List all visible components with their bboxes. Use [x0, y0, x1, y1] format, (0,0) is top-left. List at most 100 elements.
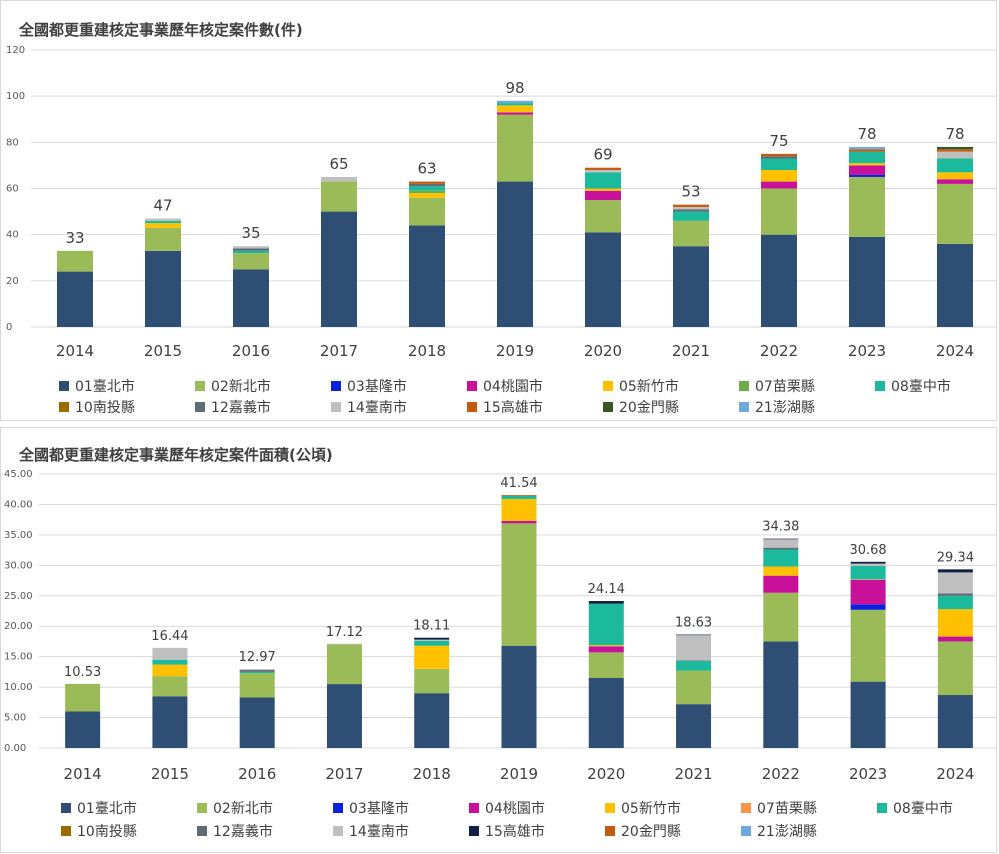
- bar-segment: [145, 223, 181, 228]
- chart-panel-case-count: 全國都更重建核定事業歷年核定案件數(件) 0 20 40 60 80 100 120 33 20…: [0, 0, 997, 421]
- bar-segment: [849, 165, 885, 175]
- legend-swatch: [739, 381, 749, 391]
- bar-segment: [497, 181, 533, 327]
- bar-total-label: 65: [329, 155, 348, 173]
- x-tick-label: 2020: [587, 765, 625, 783]
- legend-item: 21澎湖縣: [741, 824, 817, 840]
- bar-segment: [676, 634, 712, 636]
- legend-swatch: [333, 826, 343, 836]
- legend-label: 14臺南市: [347, 399, 407, 416]
- bar-segment: [937, 609, 973, 637]
- bar-segment: [588, 646, 624, 653]
- bar-segment: [761, 181, 797, 189]
- bar-segment: [763, 566, 799, 576]
- y-tick-label: 35.00: [4, 530, 33, 541]
- bar-segment: [849, 174, 885, 177]
- bar-segment: [57, 271, 93, 327]
- bar-segment: [326, 643, 362, 645]
- legend-label: 12嘉義市: [211, 399, 271, 416]
- legend-swatch: [603, 381, 613, 391]
- bar-total-label: 30.68: [849, 543, 886, 558]
- legend-item: 12嘉義市: [197, 823, 273, 840]
- bar-total-label: 33: [65, 229, 84, 247]
- legend-label: 20金門縣: [621, 824, 681, 840]
- legend-swatch: [197, 826, 207, 836]
- bar-segment: [761, 234, 797, 327]
- x-tick-label: 2017: [325, 765, 363, 783]
- legend-item: 05新竹市: [603, 378, 679, 395]
- legend-swatch: [61, 803, 71, 813]
- bar-segment: [152, 664, 188, 677]
- bar-segment: [676, 635, 712, 661]
- chart-title: 全國都更重建核定事業歷年核定案件面積(公頃): [19, 446, 333, 464]
- bar-segment: [585, 170, 621, 173]
- bar-total-label: 17.12: [326, 625, 363, 640]
- legend-label: 04桃園市: [485, 800, 545, 817]
- bar-segment: [588, 677, 624, 748]
- y-tick-label: 0: [6, 322, 12, 333]
- bar-segment: [497, 114, 533, 182]
- legend-item: 08臺中市: [875, 378, 951, 395]
- bar-segment: [937, 641, 973, 696]
- bar-segment: [673, 206, 709, 210]
- bar-segment: [239, 669, 275, 671]
- bar-total-label: 12.97: [239, 650, 276, 665]
- bar-segment: [850, 681, 886, 748]
- legend-swatch: [195, 402, 205, 412]
- legend-label: 03基隆市: [349, 800, 409, 817]
- legend-item: 05新竹市: [605, 800, 681, 817]
- legend-item: 04桃園市: [467, 378, 543, 395]
- y-tick-label: 20.00: [4, 621, 33, 632]
- legend-swatch: [61, 826, 71, 836]
- y-tick-label: 25.00: [4, 591, 33, 602]
- bar-segment: [850, 565, 886, 580]
- bar-segment: [585, 200, 621, 233]
- bar-segment: [850, 563, 886, 566]
- bar-total-label: 41.54: [500, 476, 537, 491]
- bar-segment: [761, 170, 797, 182]
- bar-segment: [414, 637, 450, 640]
- legend-label: 03基隆市: [347, 378, 407, 395]
- bar-segment: [57, 250, 93, 272]
- legend-item: 01臺北市: [61, 800, 137, 817]
- y-tick-label: 20: [6, 276, 19, 287]
- bar-segment: [763, 641, 799, 748]
- x-tick-label: 2019: [500, 765, 538, 783]
- legend-label: 07苗栗縣: [757, 801, 817, 817]
- bar-segment: [850, 561, 886, 564]
- bar-segment: [501, 523, 537, 646]
- bar-segment: [763, 575, 799, 593]
- bar-segment: [676, 660, 712, 671]
- bar-segment: [849, 149, 885, 152]
- bar-segment: [673, 220, 709, 247]
- bar-segment: [761, 156, 797, 159]
- bar-segment: [239, 697, 275, 748]
- legend-swatch: [877, 803, 887, 813]
- legend-swatch: [467, 402, 477, 412]
- legend-item: 04桃園市: [469, 800, 545, 817]
- bar-segment: [145, 227, 181, 251]
- bar-segment: [497, 103, 533, 106]
- bar-segment: [588, 603, 624, 646]
- bar-segment: [497, 112, 533, 115]
- legend-swatch: [333, 803, 343, 813]
- bar-segment: [501, 498, 537, 521]
- legend-label: 10南投縣: [77, 824, 137, 840]
- legend-label: 21澎湖縣: [757, 824, 817, 840]
- bar-segment: [673, 209, 709, 212]
- bar-segment: [937, 243, 973, 327]
- bar-segment: [937, 172, 973, 180]
- x-tick-label: 2015: [151, 765, 189, 783]
- bar-total-label: 47: [153, 197, 172, 215]
- bar-segment: [850, 609, 886, 682]
- bar-segment: [409, 186, 445, 191]
- bar-segment: [585, 172, 621, 189]
- bar-total-label: 78: [945, 125, 964, 143]
- bar-segment: [233, 250, 269, 254]
- legend-item: 20金門縣: [605, 824, 681, 840]
- bar-segment: [850, 604, 886, 610]
- legend-item: 02新北市: [197, 800, 273, 817]
- bar-segment: [414, 693, 450, 748]
- legend-item: 07苗栗縣: [739, 379, 815, 395]
- y-tick-label: 30.00: [4, 560, 33, 571]
